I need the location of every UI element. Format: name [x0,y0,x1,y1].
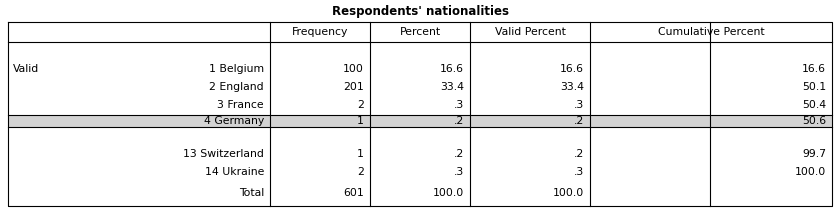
Text: 2: 2 [357,100,364,110]
Text: Total: Total [239,188,264,198]
Text: Frequency: Frequency [291,27,349,37]
Text: .3: .3 [574,167,584,177]
Text: 4 Germany: 4 Germany [204,116,264,126]
Text: 50.6: 50.6 [802,116,826,126]
Text: Percent: Percent [400,27,440,37]
Text: 33.4: 33.4 [560,82,584,92]
Text: 2 England: 2 England [209,82,264,92]
Text: 2: 2 [357,167,364,177]
Text: 13 Switzerland: 13 Switzerland [183,149,264,159]
Text: 1: 1 [357,149,364,159]
Text: 16.6: 16.6 [440,64,464,74]
Text: 33.4: 33.4 [440,82,464,92]
Text: 1 Belgium: 1 Belgium [209,64,264,74]
Text: 1: 1 [357,116,364,126]
Text: 100.0: 100.0 [433,188,464,198]
Text: 50.1: 50.1 [802,82,826,92]
Text: 201: 201 [344,82,364,92]
Text: .3: .3 [574,100,584,110]
Text: Valid: Valid [13,64,39,74]
Text: .2: .2 [454,149,464,159]
Text: .2: .2 [454,116,464,126]
Text: .2: .2 [574,116,584,126]
Text: .3: .3 [454,167,464,177]
Text: 16.6: 16.6 [560,64,584,74]
Text: 50.4: 50.4 [802,100,826,110]
Text: Valid Percent: Valid Percent [495,27,565,37]
Bar [8,115,832,127]
Text: 601: 601 [344,188,364,198]
Text: Cumulative Percent: Cumulative Percent [658,27,764,37]
Text: 100: 100 [343,64,364,74]
Text: 3 France: 3 France [218,100,264,110]
Text: 99.7: 99.7 [802,149,826,159]
Text: 100.0: 100.0 [553,188,584,198]
Text: Respondents' nationalities: Respondents' nationalities [332,4,508,18]
Text: .3: .3 [454,100,464,110]
Text: .2: .2 [574,149,584,159]
Text: 14 Ukraine: 14 Ukraine [205,167,264,177]
Text: 16.6: 16.6 [802,64,826,74]
Text: 100.0: 100.0 [795,167,826,177]
